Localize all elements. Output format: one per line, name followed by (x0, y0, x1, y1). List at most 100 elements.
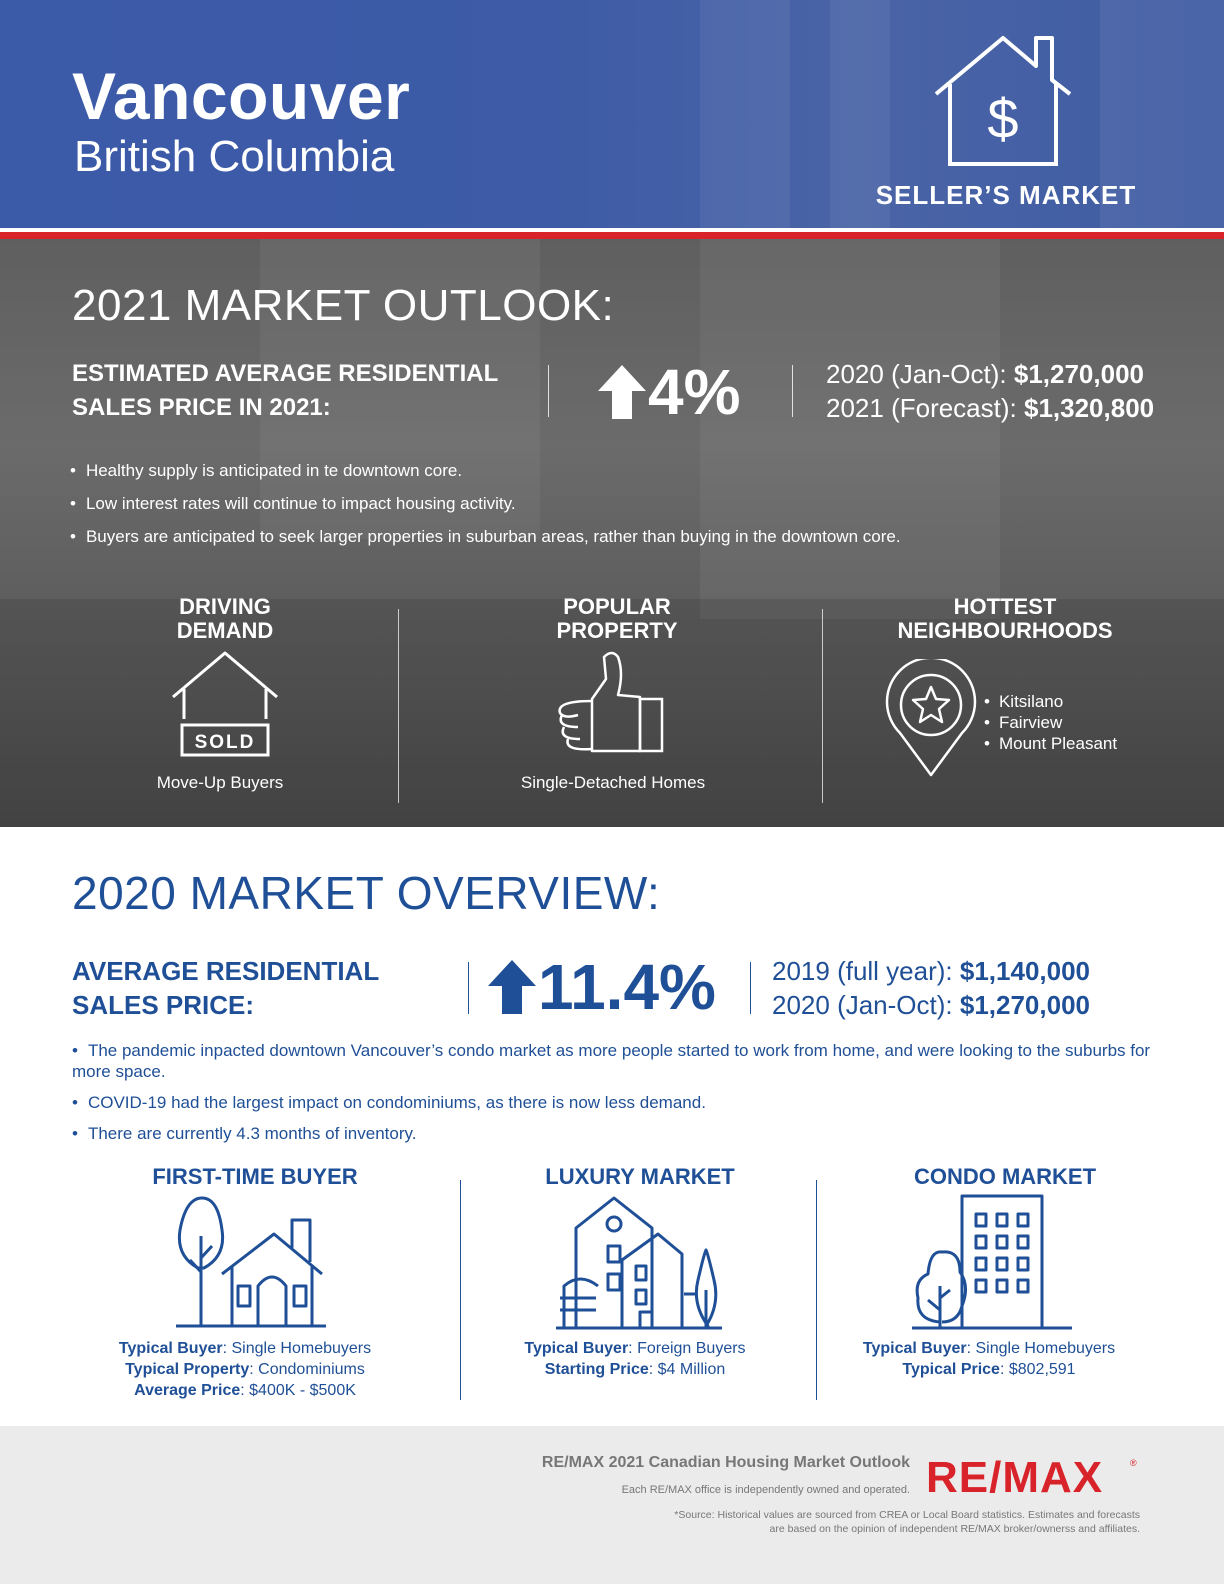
outlook-title: 2021 MARKET OUTLOOK: (72, 281, 615, 330)
first-time-buyer-value: : Single Homebuyers (222, 1340, 372, 1357)
condo-price-value: : $802,591 (999, 1361, 1076, 1378)
popular-property-heading-line1: POPULAR (563, 594, 671, 619)
driving-demand-heading: DRIVING DEMAND (120, 595, 330, 643)
condo-buyer-label: Typical Buyer (862, 1340, 967, 1357)
overview-col-divider-2 (816, 1180, 817, 1400)
overview-title: 2020 MARKET OVERVIEW: (72, 867, 661, 919)
outlook-section: 2021 MARKET OUTLOOK: ESTIMATED AVERAGE R… (0, 239, 1224, 827)
hottest-neighbourhoods-heading: HOTTEST NEIGHBOURHOODS (860, 595, 1150, 643)
map-pin-star-icon (885, 659, 977, 777)
condo-market-info: Typical Buyer: Single Homebuyers Typical… (836, 1338, 1142, 1380)
luxury-price-value: : $4 Million (648, 1361, 726, 1378)
condo-tower-icon (912, 1194, 1072, 1330)
neighbourhood-item: Kitsilano (984, 691, 1117, 712)
overview-price-label-line2: SALES PRICE: (72, 990, 255, 1020)
popular-property-heading-line2: PROPERTY (556, 618, 678, 643)
overview-divider-2 (750, 962, 751, 1014)
footer-source-line2: are based on the opinion of independent … (769, 1523, 1140, 1535)
first-time-property-value: : Condominiums (249, 1361, 365, 1378)
overview-bullet: COVID-19 had the largest impact on condo… (72, 1092, 1152, 1113)
footer-note: Each RE/MAX office is independently owne… (621, 1484, 910, 1496)
outlook-2021-label: 2021 (Forecast): (826, 393, 1024, 423)
driving-demand-heading-line2: DEMAND (176, 618, 274, 643)
neighbourhood-item: Fairview (984, 712, 1117, 733)
first-time-buyer-label: Typical Buyer (118, 1340, 223, 1357)
house-dollar-icon: $ (934, 36, 1072, 166)
hottest-neighbourhoods-heading-line1: HOTTEST (953, 594, 1057, 619)
outlook-bullet: Low interest rates will continue to impa… (70, 494, 901, 514)
overview-2019-value: $1,140,000 (959, 956, 1091, 986)
footer-source-line1: *Source: Historical values are sourced f… (674, 1509, 1140, 1521)
first-time-buyer-info: Typical Buyer: Single Homebuyers Typical… (90, 1338, 400, 1401)
overview-2019-label: 2019 (full year): (772, 956, 960, 986)
footer-source: *Source: Historical values are sourced f… (500, 1508, 1140, 1536)
sold-house-icon: SOLD (172, 651, 278, 757)
outlook-bullet: Healthy supply is anticipated in te down… (70, 461, 901, 481)
first-time-price-label: Average Price (134, 1382, 241, 1399)
outlook-2021-value: $1,320,800 (1023, 393, 1155, 423)
overview-bullets: The pandemic inpacted downtown Vancouver… (72, 1040, 1152, 1154)
divider-red (0, 232, 1224, 239)
overview-price-label-line1: AVERAGE RESIDENTIAL (72, 956, 380, 986)
overview-price-label: AVERAGE RESIDENTIAL SALES PRICE: (72, 954, 379, 1022)
luxury-market-info: Typical Buyer: Foreign Buyers Starting P… (490, 1338, 780, 1380)
house-tree-icon (176, 1196, 326, 1328)
overview-prices: 2019 (full year): $1,140,000 2020 (Jan-O… (772, 954, 1090, 1022)
outlook-change: 4% (598, 356, 741, 428)
driving-demand-caption: Move-Up Buyers (156, 773, 284, 792)
overview-divider-1 (468, 962, 469, 1014)
luxury-market-heading: LUXURY MARKET (545, 1164, 735, 1189)
first-time-price-value: : $400K - $500K (240, 1382, 356, 1399)
divider-white (0, 228, 1224, 232)
outlook-prices: 2020 (Jan-Oct): $1,270,000 2021 (Forecas… (826, 357, 1154, 425)
seller-market-label: SELLER’S MARKET (875, 180, 1137, 210)
sold-sign-text: SOLD (195, 732, 256, 753)
outlook-price-label-line2: SALES PRICE IN 2021: (72, 394, 331, 421)
outlook-col-divider-1 (398, 609, 399, 803)
remax-logo: RE/MAX ® (926, 1454, 1137, 1496)
overview-change: 11.4% (488, 951, 716, 1023)
outlook-col-divider-2 (822, 609, 823, 803)
luxury-building-icon (556, 1196, 722, 1330)
outlook-price-label-line1: ESTIMATED AVERAGE RESIDENTIAL (72, 360, 499, 387)
arrow-up-icon (598, 365, 646, 419)
luxury-price-label: Starting Price (544, 1361, 649, 1378)
popular-property-heading: POPULAR PROPERTY (512, 595, 722, 643)
driving-demand-heading-line1: DRIVING (179, 594, 271, 619)
remax-logo-mark: ® (1130, 1458, 1137, 1468)
condo-buyer-value: : Single Homebuyers (966, 1340, 1116, 1357)
overview-2020-value: $1,270,000 (959, 990, 1090, 1020)
outlook-2020-value: $1,270,000 (1013, 359, 1144, 389)
svg-text:$: $ (987, 87, 1018, 150)
outlook-bullet: Buyers are anticipated to seek larger pr… (70, 527, 901, 547)
footer: RE/MAX 2021 Canadian Housing Market Outl… (0, 1426, 1224, 1584)
neighbourhood-list: Kitsilano Fairview Mount Pleasant (984, 691, 1117, 754)
thumbs-up-icon (558, 651, 664, 753)
popular-property-caption: Single-Detached Homes (520, 773, 706, 792)
outlook-divider-1 (548, 365, 549, 417)
condo-price-label: Typical Price (902, 1361, 1000, 1378)
condo-market-heading: CONDO MARKET (913, 1164, 1097, 1189)
outlook-change-value: 4% (648, 356, 741, 428)
overview-change-value: 11.4% (538, 951, 716, 1023)
province-subtitle: British Columbia (74, 132, 395, 181)
hottest-neighbourhoods-heading-line2: NEIGHBOURHOODS (897, 618, 1113, 643)
first-time-buyer-heading: FIRST-TIME BUYER (152, 1164, 358, 1189)
outlook-bullets: Healthy supply is anticipated in te down… (70, 461, 901, 560)
luxury-buyer-label: Typical Buyer (524, 1340, 629, 1357)
arrow-up-icon (488, 960, 536, 1014)
footer-title: RE/MAX 2021 Canadian Housing Market Outl… (541, 1454, 910, 1471)
remax-logo-text: RE/MAX (926, 1454, 1103, 1496)
header-banner: Vancouver British Columbia $ SELLER’S MA… (0, 0, 1224, 228)
overview-bullet: There are currently 4.3 months of invent… (72, 1123, 1152, 1144)
outlook-2020-label: 2020 (Jan-Oct): (826, 359, 1014, 389)
outlook-divider-2 (792, 365, 793, 417)
first-time-property-label: Typical Property (125, 1361, 250, 1378)
luxury-buyer-value: : Foreign Buyers (628, 1340, 746, 1357)
neighbourhood-item: Mount Pleasant (984, 733, 1117, 754)
overview-col-divider-1 (460, 1180, 461, 1400)
overview-2020-label: 2020 (Jan-Oct): (772, 990, 960, 1020)
city-title: Vancouver (72, 59, 411, 133)
overview-bullet: The pandemic inpacted downtown Vancouver… (72, 1040, 1152, 1082)
outlook-price-label: ESTIMATED AVERAGE RESIDENTIAL SALES PRIC… (72, 357, 542, 425)
